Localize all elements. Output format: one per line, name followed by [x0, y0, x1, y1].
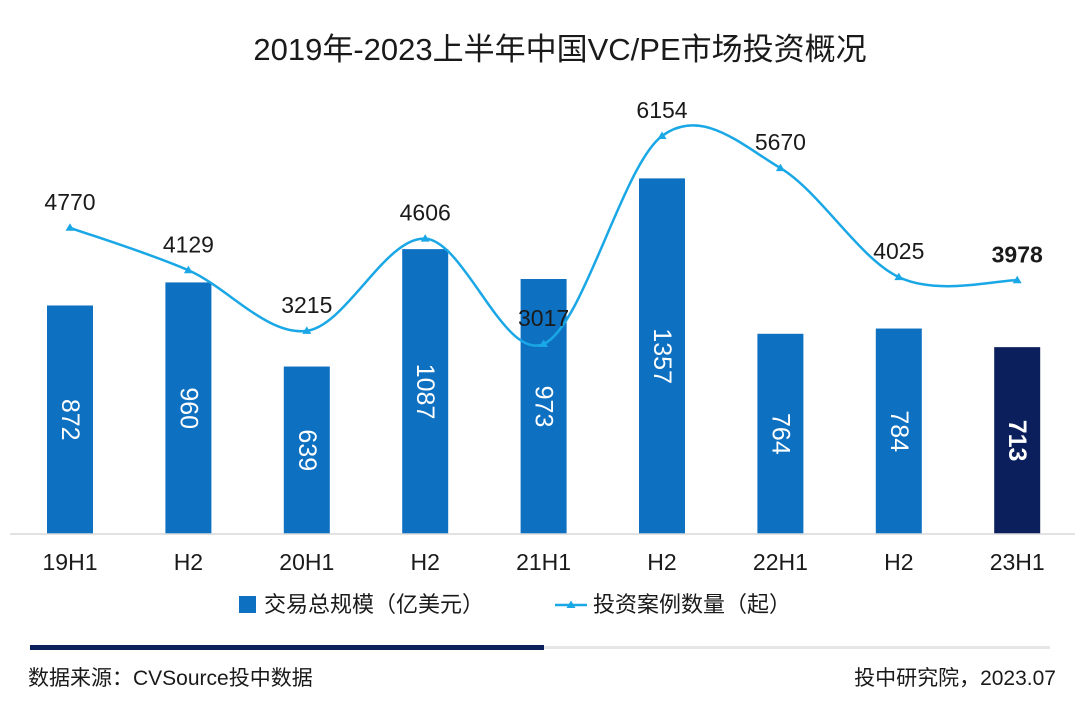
bar-2	[283, 366, 330, 534]
x-tick-5: H2	[647, 549, 676, 575]
legend-bar-label: 交易总规模（亿美元）	[264, 592, 484, 617]
line-label-3: 4606	[400, 200, 451, 226]
footer-rule-dark	[30, 645, 544, 650]
x-tick-1: H2	[174, 549, 203, 575]
line-label-1: 4129	[163, 231, 214, 257]
legend: 交易总规模（亿美元） 投资案例数量（起）	[239, 592, 791, 617]
line-label-8: 3978	[992, 241, 1043, 267]
bar-3	[402, 249, 449, 534]
x-tick-2: 20H1	[279, 549, 334, 575]
x-tick-7: H2	[884, 549, 913, 575]
line-label-4: 3017	[518, 305, 569, 331]
line-marker-6	[775, 163, 785, 172]
x-tick-3: H2	[410, 549, 439, 575]
bar-label-1: 960	[174, 387, 202, 429]
bar-label-2: 639	[293, 429, 321, 471]
footer-rule-light	[544, 646, 1050, 649]
x-tick-4: 21H1	[516, 549, 571, 575]
line-marker-5	[657, 131, 667, 139]
bar-7	[875, 328, 922, 534]
line-label-0: 4770	[44, 189, 95, 215]
bar-1	[165, 282, 212, 534]
legend-line-label: 投资案例数量（起）	[593, 592, 791, 617]
bar-label-0: 872	[56, 399, 84, 441]
line-label-6: 5670	[755, 129, 806, 155]
bar-label-8: 713	[1003, 420, 1031, 462]
line-marker-0	[65, 223, 75, 231]
line-series	[65, 124, 1022, 347]
bar-4	[520, 279, 567, 534]
legend-line-marker	[566, 600, 576, 608]
bar-value-labels: 872 960 639 1087 973 1357 764 784 713	[56, 328, 1031, 471]
chart-canvas: 2019年-2023上半年中国VC/PE市场投资概况 872 960 639 1087…	[10, 32, 1075, 617]
line-label-7: 4025	[873, 238, 924, 264]
x-tick-6: 22H1	[753, 549, 808, 575]
bar-label-7: 784	[885, 410, 913, 452]
line-marker-8	[1012, 275, 1022, 284]
chart-title: 2019年-2023上半年中国VC/PE市场投资概况	[253, 32, 866, 67]
bar-label-5: 1357	[648, 328, 676, 384]
bar-0	[47, 305, 93, 534]
bar-6	[757, 333, 804, 534]
line-label-2: 3215	[281, 292, 332, 318]
x-tick-labels: 19H1 H2 20H1 H2 21H1 H2 22H1 H2 23H1	[43, 549, 1045, 575]
bar-label-4: 973	[530, 386, 558, 428]
line-marker-4	[539, 339, 549, 347]
bar-label-3: 1087	[411, 364, 439, 420]
x-tick-8: 23H1	[990, 549, 1045, 575]
bar-label-6: 764	[766, 413, 794, 455]
x-tick-0: 19H1	[43, 549, 98, 575]
legend-bar-swatch	[239, 596, 256, 613]
line-marker-3	[420, 234, 430, 242]
bar-8	[994, 347, 1041, 534]
bar-5	[639, 178, 685, 534]
line-value-labels: 4770 4129 3215 4606 3017 6154 5670 4025 3978	[44, 97, 1043, 331]
line-marker-2	[302, 326, 312, 334]
bar-series	[47, 178, 1041, 534]
line-label-5: 6154	[636, 97, 687, 123]
credit-note: 投中研究院，2023.07	[854, 667, 1056, 690]
source-note: 数据来源：CVSource投中数据	[28, 667, 313, 690]
line-marker-7	[894, 272, 904, 281]
line-marker-1	[183, 265, 193, 274]
